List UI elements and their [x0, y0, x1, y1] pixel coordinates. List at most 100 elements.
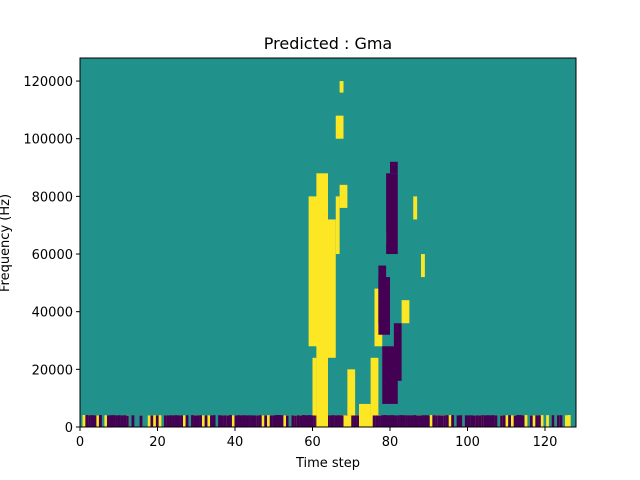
heatmap-cell — [489, 415, 492, 427]
heatmap-band — [339, 184, 348, 208]
heatmap-cell — [131, 415, 135, 427]
heatmap-cells — [82, 81, 571, 427]
y-tick-label: 40000 — [32, 306, 73, 321]
heatmap-cell — [559, 415, 563, 427]
heatmap-cell — [120, 415, 124, 427]
heatmap-cell — [372, 415, 376, 427]
heatmap-cell — [231, 415, 235, 427]
heatmap-cell — [223, 415, 227, 427]
plot-area — [79, 57, 577, 428]
heatmap-cell — [248, 415, 251, 427]
heatmap-cell — [264, 415, 268, 427]
heatmap-cell — [500, 415, 503, 427]
x-tick-label: 60 — [304, 435, 321, 450]
heatmap-cell — [429, 415, 433, 427]
heatmap-cell — [540, 415, 544, 427]
heatmap-cell — [502, 415, 506, 427]
heatmap-cell — [505, 415, 509, 427]
heatmap-cell — [212, 415, 216, 427]
heatmap-cell — [277, 415, 281, 427]
heatmap-cell — [88, 415, 91, 427]
heatmap-cell — [508, 415, 511, 427]
heatmap-cell — [250, 415, 254, 427]
heatmap-cell — [180, 415, 183, 427]
heatmap-cell — [432, 415, 436, 427]
x-tick-label: 0 — [76, 435, 84, 450]
heatmap-cell — [239, 415, 243, 427]
heatmap-cell — [285, 415, 289, 427]
heatmap-cell — [519, 415, 522, 427]
y-tick-label: 120000 — [23, 75, 73, 90]
heatmap-cell — [375, 415, 379, 427]
heatmap-cell — [291, 415, 295, 427]
heatmap-cell — [399, 415, 403, 427]
heatmap-cell — [459, 415, 463, 427]
heatmap-band — [413, 196, 418, 220]
heatmap-cell — [470, 415, 474, 427]
heatmap-cell — [407, 415, 411, 427]
x-tick-label: 20 — [149, 435, 166, 450]
heatmap-cell — [483, 415, 487, 427]
heatmap-cell — [334, 415, 338, 427]
heatmap-cell — [546, 415, 549, 427]
heatmap-cell — [280, 415, 284, 427]
heatmap-cell — [304, 415, 308, 427]
heatmap-cell — [123, 415, 127, 427]
heatmap-cell — [218, 415, 221, 427]
heatmap-cell — [98, 415, 102, 427]
y-axis-label: Frequency (Hz) — [0, 194, 13, 292]
heatmap-band — [347, 369, 356, 416]
chart-title: Predicted : Gma — [264, 34, 392, 53]
heatmap-cell — [199, 415, 202, 427]
heatmap-cell — [394, 415, 398, 427]
y-axis: 0 20000 40000 60000 80000 100000 120000 — [23, 75, 80, 436]
heatmap-band — [335, 115, 344, 139]
heatmap-cell — [269, 415, 273, 427]
heatmap-cell — [147, 415, 151, 427]
heatmap-cell — [237, 415, 240, 427]
heatmap-cell — [353, 415, 357, 427]
heatmap-cell — [283, 415, 286, 427]
heatmap-cell — [139, 415, 143, 427]
heatmap-cell — [340, 415, 343, 427]
heatmap-cell — [90, 415, 94, 427]
heatmap-cell — [204, 415, 208, 427]
heatmap-band — [308, 196, 321, 347]
x-tick-label: 100 — [455, 435, 480, 450]
heatmap-cell — [370, 415, 373, 427]
heatmap-cell — [210, 415, 213, 427]
heatmap-cell — [109, 415, 113, 427]
heatmap-band — [328, 219, 336, 358]
heatmap-cell — [443, 415, 446, 427]
heatmap-cell — [435, 415, 438, 427]
heatmap-cell — [275, 415, 278, 427]
heatmap-band — [386, 173, 398, 255]
heatmap-cell — [440, 415, 444, 427]
heatmap-cell — [229, 415, 232, 427]
heatmap-cell — [510, 415, 514, 427]
heatmap-cell — [356, 415, 360, 427]
heatmap-band — [370, 357, 379, 416]
heatmap-cell — [529, 415, 533, 427]
heatmap-cell — [234, 415, 238, 427]
heatmap-cell — [158, 415, 162, 427]
heatmap-cell — [96, 415, 99, 427]
y-tick-label: 80000 — [32, 190, 73, 205]
heatmap-cell — [302, 415, 305, 427]
heatmap-cell — [475, 415, 479, 427]
heatmap-cell — [242, 415, 246, 427]
heatmap-cell — [164, 415, 167, 427]
x-tick-label: 40 — [227, 435, 244, 450]
heatmap-cell — [115, 415, 118, 427]
heatmap-cell — [85, 415, 89, 427]
heatmap-band — [316, 173, 328, 427]
heatmap-cell — [220, 415, 224, 427]
heatmap-cell — [494, 415, 498, 427]
x-tick-label: 80 — [382, 435, 399, 450]
heatmap-cell — [82, 415, 86, 427]
heatmap-band — [335, 196, 340, 255]
heatmap-cell — [557, 415, 560, 427]
heatmap-cell — [296, 415, 300, 427]
heatmap-cell — [155, 415, 159, 427]
heatmap-cell — [426, 415, 430, 427]
